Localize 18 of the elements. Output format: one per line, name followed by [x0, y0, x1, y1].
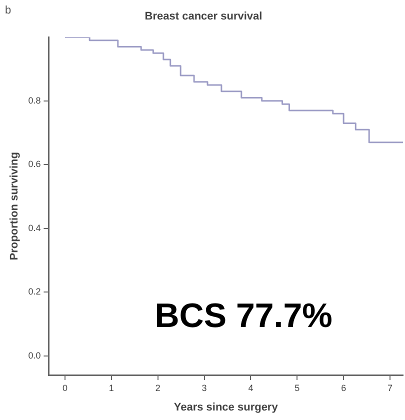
y-tick-label: 0.4 [28, 222, 41, 233]
x-tick-label: 0 [62, 382, 68, 393]
annotation: BCS 77.7% [154, 296, 332, 335]
x-axis-title: Years since surgery [174, 401, 279, 414]
x-tick-label: 6 [341, 382, 346, 393]
x-tick-label: 1 [108, 382, 114, 393]
x-tick-label: 4 [248, 382, 254, 393]
chart-title: Breast cancer survival [144, 10, 262, 23]
y-tick-label: 0.2 [28, 286, 41, 297]
y-tick-label: 0.6 [28, 159, 41, 170]
x-tick-label: 5 [294, 382, 300, 393]
x-tick-label: 7 [387, 382, 393, 393]
y-tick-label: 0.8 [28, 95, 41, 106]
x-tick-label: 3 [202, 382, 207, 393]
y-axis-title: Proportion surviving [8, 152, 21, 260]
text: b [5, 4, 12, 17]
y-tick-label: 0.0 [28, 350, 41, 360]
x-tick-label: 2 [155, 382, 160, 393]
